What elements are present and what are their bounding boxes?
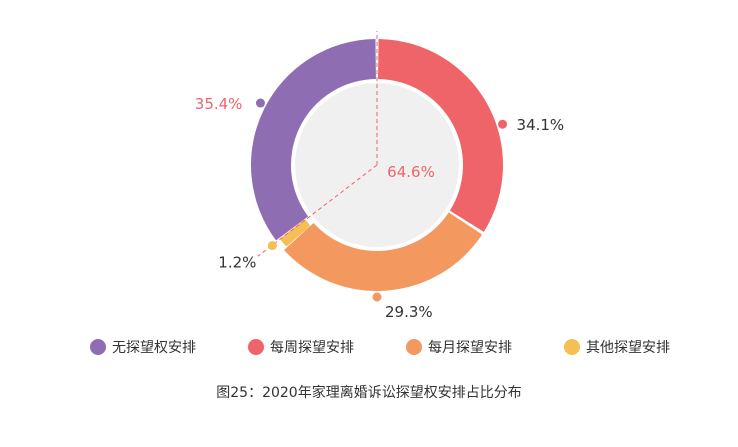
legend-swatch-0: [90, 339, 106, 355]
legend-label-1: 每周探望安排: [270, 340, 354, 356]
slice-label-0: 35.4%: [195, 95, 243, 113]
guide-lines: [257, 31, 378, 257]
label-marker-1: [498, 119, 508, 129]
legend: 无探望权安排 每周探望安排 每月探望安排 其他探望安排: [90, 336, 670, 358]
legend-swatch-2: [406, 339, 422, 355]
label-marker-2: [372, 292, 382, 302]
slice-1[interactable]: [378, 39, 503, 232]
slice-3[interactable]: [280, 219, 310, 246]
slice-label-2: 29.3%: [385, 303, 433, 321]
label-marker-0: [255, 98, 265, 108]
guide-line-boundary: [257, 164, 378, 257]
slice-label-3: 1.2%: [218, 254, 256, 272]
donut-slices: [251, 39, 503, 292]
legend-item-3[interactable]: 其他探望安排: [564, 337, 670, 357]
legend-item-2[interactable]: 每月探望安排: [406, 337, 512, 357]
chart-caption: 图25：2020年家理离婚诉讼探望权安排占比分布: [216, 385, 522, 401]
slice-label-1: 34.1%: [517, 116, 565, 134]
legend-label-2: 每月探望安排: [428, 340, 512, 356]
legend-item-0[interactable]: 无探望权安排: [90, 337, 196, 357]
slice-0[interactable]: [251, 39, 376, 241]
legend-label-0: 无探望权安排: [112, 340, 196, 356]
legend-label-3: 其他探望安排: [586, 340, 670, 356]
label-markers: [255, 98, 508, 302]
inner-label: 64.6%: [387, 163, 435, 181]
label-marker-3: [267, 241, 277, 251]
legend-swatch-1: [248, 339, 264, 355]
slice-2[interactable]: [284, 212, 483, 292]
legend-item-1[interactable]: 每周探望安排: [248, 337, 354, 357]
legend-swatch-3: [564, 339, 580, 355]
